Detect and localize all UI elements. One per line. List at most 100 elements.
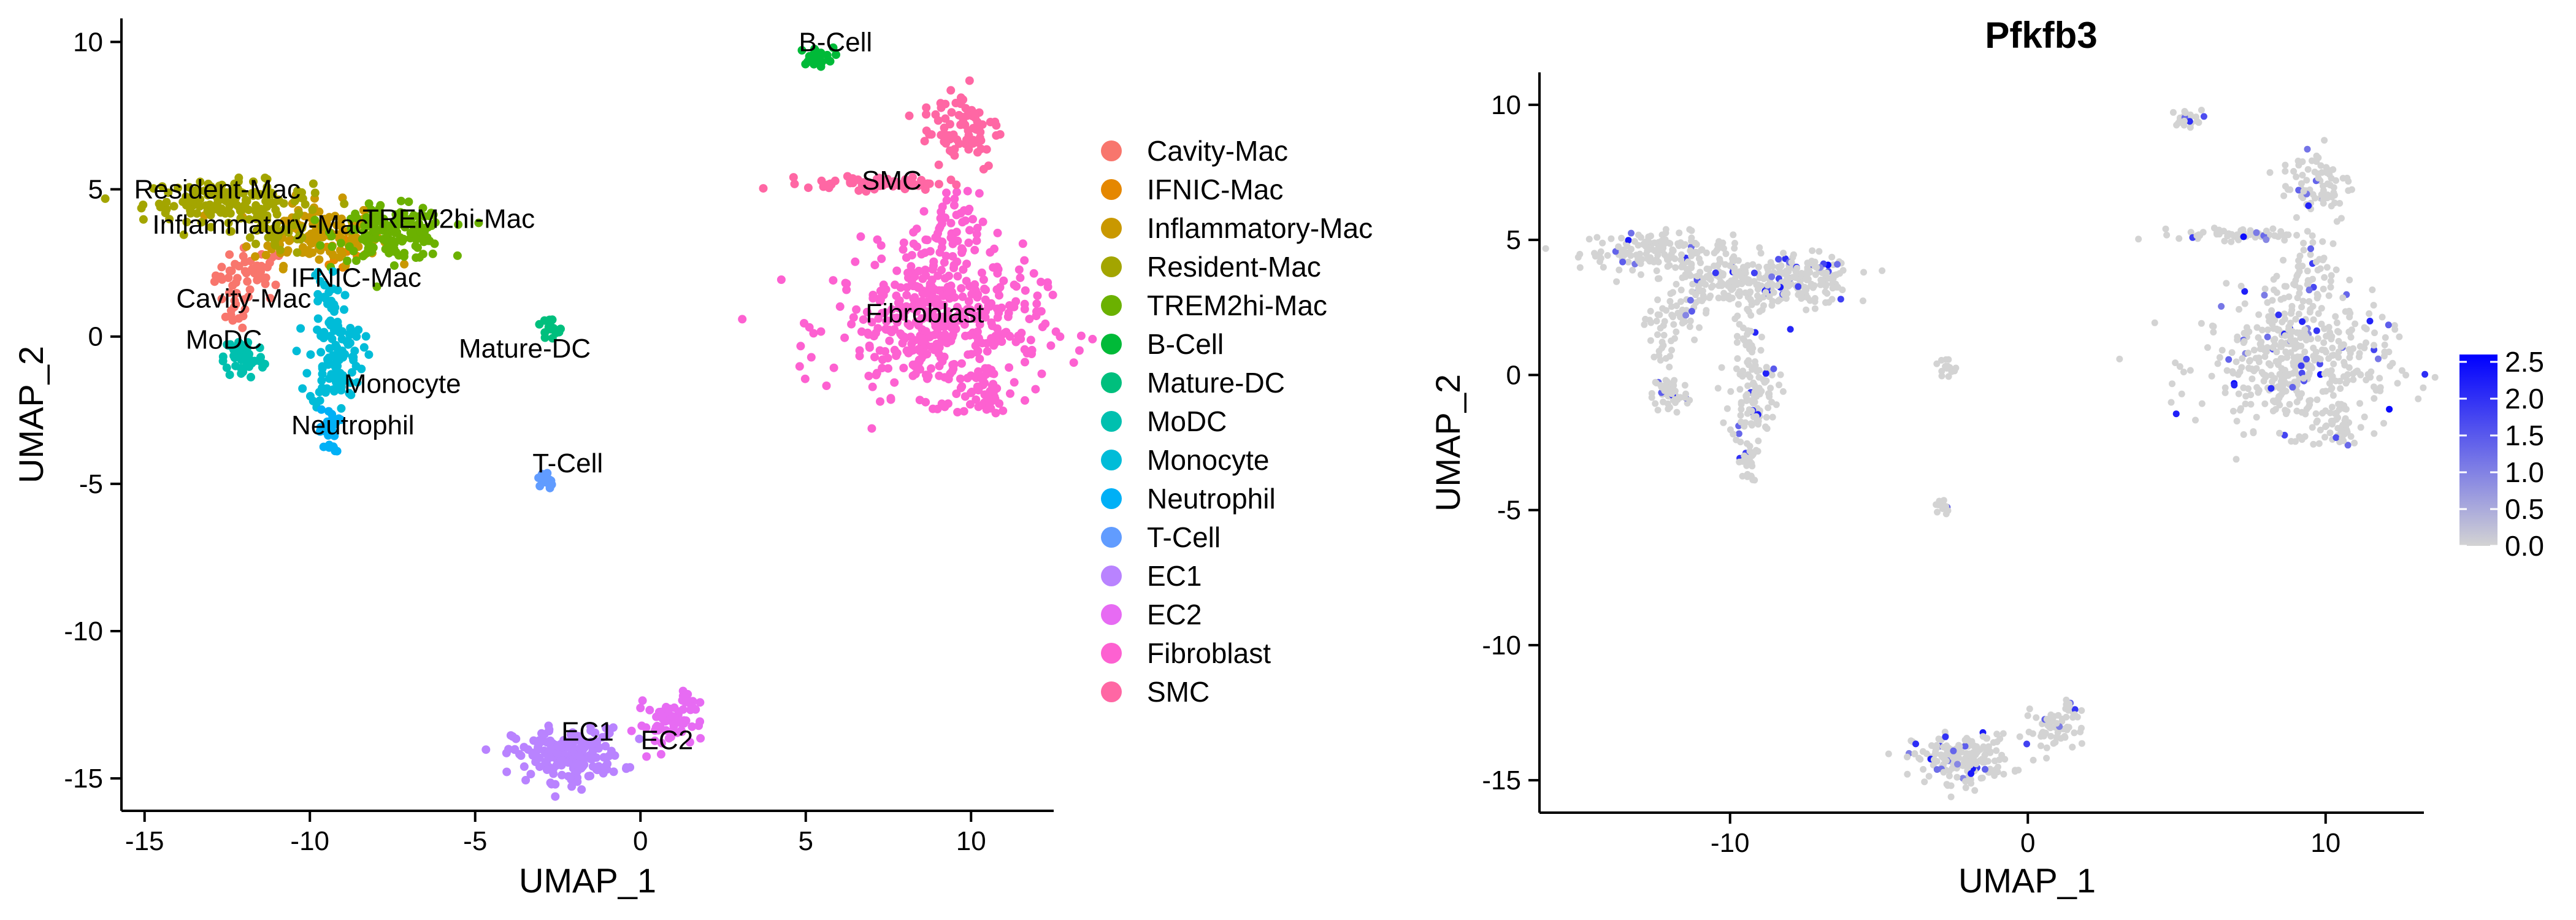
- point-trem2hi-mac: [425, 236, 434, 245]
- feature-point: [2209, 322, 2216, 329]
- point-resident-mac: [257, 217, 266, 226]
- feature-point: [2220, 228, 2228, 235]
- point-fibroblast: [922, 374, 932, 383]
- feature-point: [2269, 297, 2276, 304]
- point-smc: [970, 109, 979, 118]
- point-fibroblast: [892, 351, 901, 360]
- point-monocyte: [345, 331, 355, 340]
- feature-point: [1758, 334, 1765, 340]
- feature-point: [1542, 245, 1549, 252]
- point-ec1: [546, 778, 555, 788]
- point-fibroblast: [943, 282, 953, 291]
- feature-point: [1653, 380, 1660, 386]
- point-monocyte: [316, 331, 326, 340]
- legend-item-b-cell: B-Cell: [1101, 328, 1224, 360]
- feature-point: [2312, 410, 2320, 417]
- feature-point: [2344, 442, 2352, 449]
- feature-point: [2306, 286, 2313, 294]
- feature-point: [1775, 256, 1782, 263]
- feature-point: [1727, 388, 1735, 395]
- point-cavity-mac: [228, 281, 237, 290]
- feature-point: [2253, 413, 2260, 421]
- point-fibroblast: [985, 401, 994, 410]
- point-fibroblast: [800, 319, 808, 328]
- feature-point: [1757, 347, 1765, 354]
- point-smc: [933, 116, 943, 125]
- point-fibroblast: [865, 343, 874, 352]
- point-ec1: [573, 777, 582, 786]
- point-ec1: [573, 767, 582, 776]
- point-fibroblast: [950, 194, 959, 204]
- point-fibroblast: [919, 207, 929, 216]
- feature-point: [1655, 258, 1662, 266]
- point-ec1: [481, 745, 491, 754]
- feature-point: [2366, 310, 2373, 317]
- point-fibroblast: [975, 189, 984, 198]
- feature-point: [2322, 388, 2329, 395]
- feature-point: [2283, 231, 2290, 239]
- feature-point: [2371, 383, 2377, 391]
- feature-point: [1671, 377, 1678, 384]
- point-resident-mac: [216, 208, 225, 217]
- point-fibroblast: [988, 386, 997, 396]
- y-tick-label: 0: [88, 322, 103, 352]
- feature-point: [1697, 259, 1704, 266]
- point-fibroblast: [1005, 332, 1014, 341]
- point-ec2: [688, 722, 697, 731]
- feature-point: [2229, 407, 2237, 415]
- feature-point: [2298, 369, 2306, 377]
- feature-point: [2175, 120, 2182, 127]
- feature-point: [2333, 319, 2340, 326]
- point-fibroblast: [878, 364, 887, 373]
- feature-point: [1655, 348, 1663, 355]
- point-fibroblast: [1037, 277, 1046, 286]
- point-ec1: [575, 743, 585, 753]
- point-resident-mac: [182, 218, 191, 226]
- x-tick-label: 0: [2020, 828, 2035, 858]
- point-fibroblast: [855, 351, 864, 361]
- feature-point: [1758, 388, 1765, 395]
- feature-point: [2320, 187, 2327, 194]
- feature-point: [2043, 744, 2050, 751]
- point-fibroblast: [1029, 269, 1038, 278]
- point-monocyte: [329, 300, 339, 309]
- feature-point: [2271, 232, 2278, 239]
- point-t-cell: [537, 469, 546, 478]
- feature-point: [1703, 310, 1709, 316]
- feature-point: [1938, 367, 1945, 375]
- point-fibroblast: [953, 408, 962, 416]
- feature-point: [1597, 258, 1603, 265]
- y-axis-label: UMAP_2: [1428, 374, 1467, 512]
- point-smc: [965, 76, 974, 85]
- point-ec1: [569, 730, 578, 739]
- point-ec1: [601, 742, 610, 751]
- feature-point: [1748, 342, 1755, 349]
- point-fibroblast: [963, 374, 972, 383]
- point-resident-mac: [293, 248, 302, 257]
- point-fibroblast: [868, 382, 877, 391]
- point-smc: [941, 99, 950, 109]
- feature-point: [1736, 288, 1743, 295]
- feature-point: [1962, 778, 1969, 785]
- point-fibroblast: [909, 228, 918, 237]
- feature-point: [1727, 426, 1734, 434]
- point-ec1: [599, 769, 608, 778]
- feature-point: [1644, 247, 1651, 255]
- point-resident-mac: [272, 220, 281, 229]
- feature-point: [2363, 377, 2370, 383]
- feature-point: [2280, 256, 2287, 264]
- point-fibroblast: [915, 396, 924, 405]
- feature-point: [2304, 363, 2312, 370]
- point-trem2hi-mac: [418, 204, 427, 213]
- feature-point: [1943, 781, 1950, 788]
- feature-point: [2420, 384, 2427, 391]
- point-fibroblast: [908, 371, 918, 380]
- point-cavity-mac: [238, 323, 247, 332]
- point-fibroblast: [851, 257, 860, 266]
- feature-point: [1948, 368, 1955, 375]
- feature-point: [2310, 316, 2317, 323]
- feature-point: [1657, 324, 1664, 332]
- point-smc: [922, 103, 931, 112]
- point-fibroblast: [795, 362, 804, 371]
